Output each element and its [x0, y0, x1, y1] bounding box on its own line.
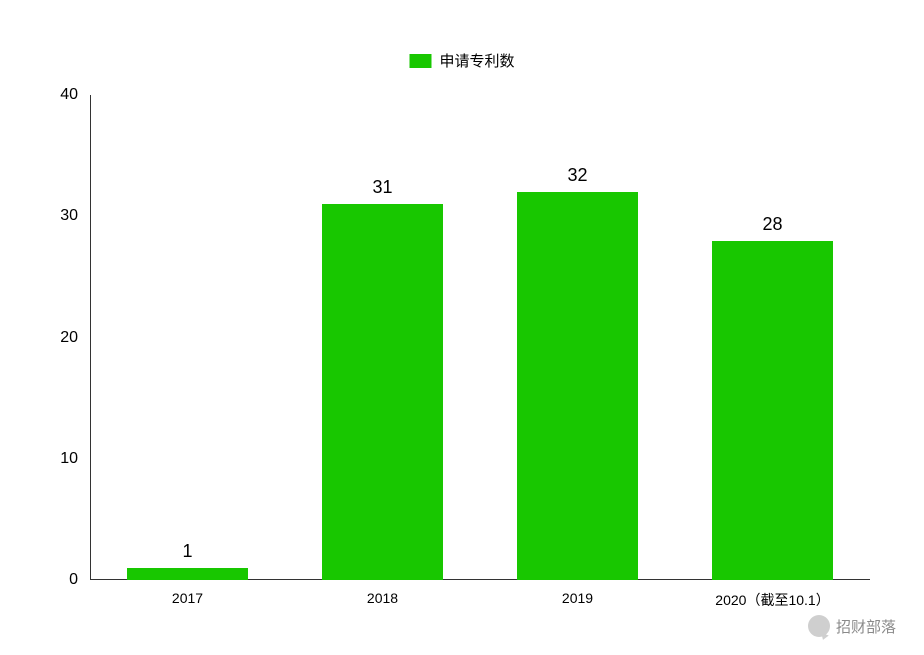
- bar-value-label: 31: [322, 177, 443, 198]
- x-tick-label: 2017: [90, 590, 285, 606]
- watermark-text: 招财部落: [836, 616, 896, 637]
- bar-value-label: 28: [712, 214, 833, 235]
- y-tick-label: 20: [18, 329, 78, 347]
- bar-value-label: 1: [127, 541, 248, 562]
- x-tick-label: 2020（截至10.1）: [675, 590, 870, 610]
- bar: [712, 241, 833, 581]
- plot-area: 01020304012017312018322019282020（截至10.1）: [90, 95, 870, 580]
- chat-bubble-icon: [808, 615, 830, 637]
- y-tick-label: 0: [18, 571, 78, 589]
- x-tick-label: 2019: [480, 590, 675, 606]
- bar: [322, 204, 443, 580]
- y-tick-label: 40: [18, 86, 78, 104]
- y-axis-line: [90, 95, 91, 580]
- y-tick-label: 30: [18, 207, 78, 225]
- legend: 申请专利数: [409, 50, 514, 71]
- bar: [517, 192, 638, 580]
- bar: [127, 568, 248, 580]
- y-tick-label: 10: [18, 450, 78, 468]
- legend-label: 申请专利数: [439, 50, 514, 71]
- watermark: 招财部落: [808, 615, 896, 637]
- x-tick-label: 2018: [285, 590, 480, 606]
- legend-swatch: [409, 54, 431, 68]
- bar-chart: 申请专利数 01020304012017312018322019282020（截…: [0, 0, 924, 655]
- bar-value-label: 32: [517, 165, 638, 186]
